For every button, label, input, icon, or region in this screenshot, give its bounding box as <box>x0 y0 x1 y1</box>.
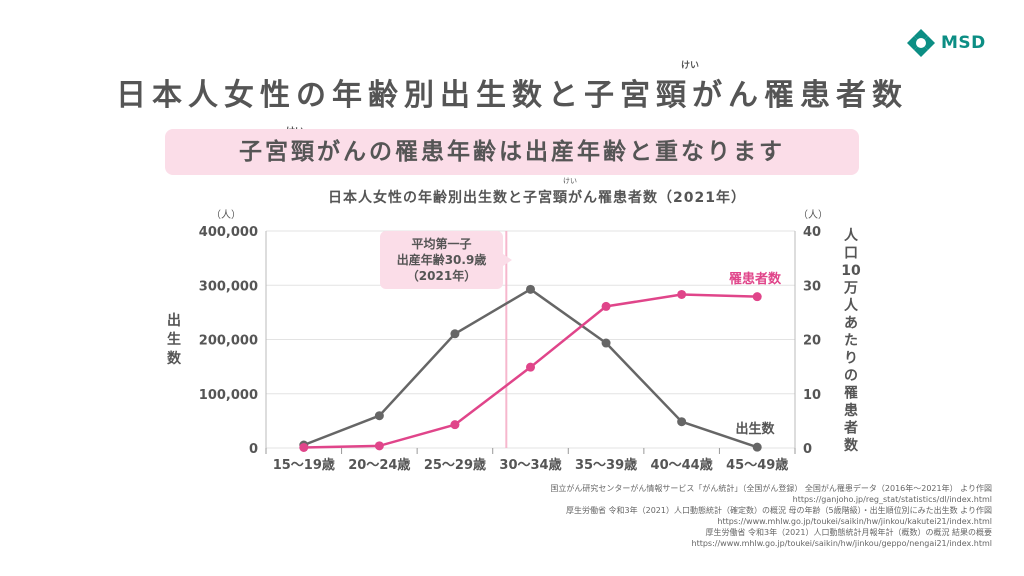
incidence-point <box>299 442 309 452</box>
axis-label-char: 数 <box>844 437 859 454</box>
axis-label-char: の <box>844 368 858 384</box>
series-group <box>299 284 762 452</box>
right-tick-label: 10 <box>803 388 821 403</box>
births-point <box>526 284 535 294</box>
right-axis-unit: （人） <box>798 209 828 221</box>
axis-label-char: た <box>844 333 858 349</box>
source-notes: 国立がん研究センターがん情報サービス「がん統計」（全国がん登録） 全国がん罹患デ… <box>550 483 992 549</box>
right-tick-label: 30 <box>803 279 821 294</box>
axis-label-char: 生 <box>167 331 181 348</box>
axis-label-char: 者 <box>844 421 858 437</box>
axis-label-char: 10 <box>841 263 861 279</box>
axis-label-char: 万 <box>843 281 858 297</box>
left-tick-label: 300,000 <box>199 279 258 294</box>
annotation-text: 出産年齢30.9歳 <box>397 252 487 267</box>
left-axis-unit: （人） <box>211 209 241 221</box>
annotation-box <box>380 231 512 289</box>
axis-label-char: あ <box>844 316 858 332</box>
msd-logo-mark <box>907 29 935 57</box>
source-url: https://www.mhlw.go.jp/toukei/saikin/hw/… <box>717 517 992 526</box>
axis-label-char: 罹 <box>844 386 858 402</box>
incidence-point <box>677 289 687 299</box>
births-series-label: 出生数 <box>735 421 775 437</box>
chart-title: 日本人女性の年齢別出生数と子宮頸がん罹患者数（2021年） <box>328 189 746 206</box>
source-note: 厚生労働省 令和3年（2021）人口動態統計（確定数）の概況 母の年齢（5歳階級… <box>565 506 992 515</box>
source-note: 厚生労働省 令和3年（2021）人口動態統計月報年計（概数）の概況 結果の概要 <box>705 528 992 537</box>
births-point <box>677 417 687 427</box>
births-point <box>752 442 762 452</box>
births-point <box>450 329 460 339</box>
axis-label-char: り <box>844 351 858 367</box>
incidence-series-label: 罹患者数 <box>729 271 782 287</box>
gridlines <box>265 230 796 454</box>
msd-logo: MSD <box>906 28 986 58</box>
category-label: 40〜44歳 <box>651 457 713 473</box>
right-tick-label: 0 <box>803 442 812 457</box>
incidence-point <box>450 420 460 430</box>
right-tick-label: 20 <box>803 334 821 349</box>
axis-label-char: 患 <box>844 402 858 419</box>
source-url: https://www.mhlw.go.jp/toukei/saikin/hw/… <box>691 539 993 548</box>
incidence-point <box>752 292 762 302</box>
left-tick-label: 400,000 <box>199 225 258 240</box>
left-tick-label: 100,000 <box>199 388 258 403</box>
axis-label-char: 人 <box>844 227 859 244</box>
tick-labels: 400,000 40 300,000 30 200,000 20 100,000 10 0 0 15… <box>199 225 821 473</box>
key-message-banner: 子宮頸がんの罹患年齢は出産年齢と重なります <box>165 129 859 175</box>
title-ruby: けい <box>681 61 700 71</box>
category-label: 30〜34歳 <box>499 457 561 473</box>
category-label: 35〜39歳 <box>575 457 637 473</box>
msd-logo-text: MSD <box>941 33 986 53</box>
category-label: 15〜19歳 <box>273 457 335 473</box>
births-point <box>601 338 611 348</box>
axis-label-char: 口 <box>844 246 858 262</box>
category-label: 25〜29歳 <box>424 457 486 473</box>
incidence-point <box>601 301 611 311</box>
source-note: 国立がん研究センターがん情報サービス「がん統計」（全国がん登録） 全国がん罹患デ… <box>550 484 992 493</box>
source-url: https://ganjoho.jp/reg_stat/statistics/d… <box>792 495 992 504</box>
axis-label-char: 数 <box>167 350 182 367</box>
chart: けい 日本人女性の年齢別出生数と子宮頸がん罹患者数（2021年） （人） （人）… <box>167 177 861 473</box>
annotation-text: 平均第一子 <box>411 236 471 251</box>
page-title: 日本人女性の年齢別出生数と子宮頸がん罹患者数 <box>116 78 908 113</box>
left-axis-label: 出生数 <box>167 312 182 367</box>
left-tick-label: 200,000 <box>199 334 258 349</box>
incidence-point <box>374 441 384 451</box>
annotation-text: （2021年） <box>407 268 476 283</box>
axis-label-char: 人 <box>844 297 859 314</box>
category-label: 45〜49歳 <box>726 457 788 473</box>
axis-label-char: 出 <box>167 312 181 329</box>
right-tick-label: 40 <box>803 225 821 240</box>
births-point <box>374 411 384 421</box>
chart-title-ruby: けい <box>563 177 577 185</box>
incidence-point <box>526 362 535 372</box>
category-label: 20〜24歳 <box>348 457 410 473</box>
left-tick-label: 0 <box>249 442 258 457</box>
